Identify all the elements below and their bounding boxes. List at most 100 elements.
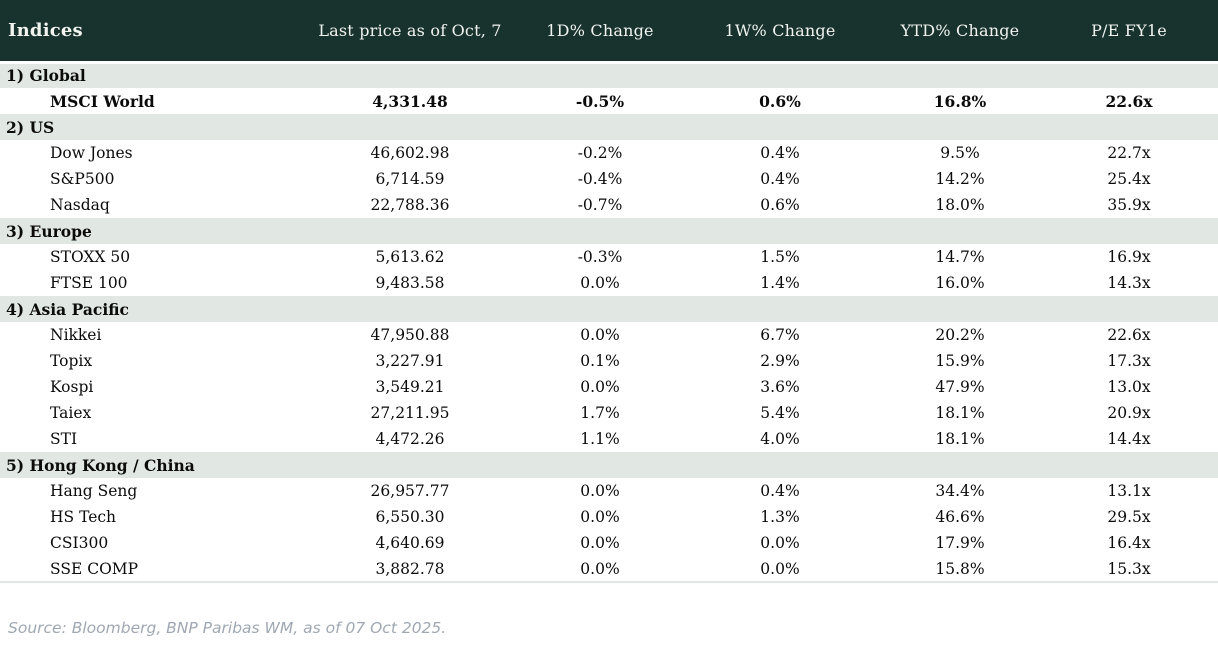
change-1d: 0.0% bbox=[520, 556, 680, 582]
col-header-1d-change: 1D% Change bbox=[520, 0, 680, 64]
change-ytd: 47.9% bbox=[880, 374, 1040, 400]
change-ytd: 17.9% bbox=[880, 530, 1040, 556]
index-name: Kospi bbox=[0, 374, 300, 400]
change-1d: -0.7% bbox=[520, 192, 680, 218]
last-price: 22,788.36 bbox=[300, 192, 520, 218]
change-1w: 6.7% bbox=[680, 322, 880, 348]
change-1d: 0.0% bbox=[520, 322, 680, 348]
change-1d: 0.0% bbox=[520, 478, 680, 504]
pe-fy1e: 16.4x bbox=[1040, 530, 1218, 556]
index-name: Nikkei bbox=[0, 322, 300, 348]
last-price: 6,714.59 bbox=[300, 166, 520, 192]
change-1d: 0.0% bbox=[520, 374, 680, 400]
change-1d: 1.1% bbox=[520, 426, 680, 452]
pe-fy1e: 20.9x bbox=[1040, 400, 1218, 426]
change-1d: 0.0% bbox=[520, 270, 680, 296]
index-row: CSI300 4,640.69 0.0% 0.0% 17.9% 16.4x bbox=[0, 530, 1218, 556]
index-name: Nasdaq bbox=[0, 192, 300, 218]
index-name: STI bbox=[0, 426, 300, 452]
change-1w: 1.4% bbox=[680, 270, 880, 296]
table-header-row: Indices Last price as of Oct, 7 1D% Chan… bbox=[0, 0, 1218, 64]
change-1d: -0.5% bbox=[520, 88, 680, 114]
col-header-pe-fy1e: P/E FY1e bbox=[1040, 0, 1218, 64]
last-price: 4,472.26 bbox=[300, 426, 520, 452]
section-row: 1) Global bbox=[0, 62, 1218, 88]
source-note: Source: Bloomberg, BNP Paribas WM, as of… bbox=[8, 619, 447, 637]
change-ytd: 15.8% bbox=[880, 556, 1040, 582]
last-price: 6,550.30 bbox=[300, 504, 520, 530]
pe-fy1e: 29.5x bbox=[1040, 504, 1218, 530]
change-ytd: 14.2% bbox=[880, 166, 1040, 192]
change-1w: 0.4% bbox=[680, 140, 880, 166]
change-1w: 4.0% bbox=[680, 426, 880, 452]
pe-fy1e: 16.9x bbox=[1040, 244, 1218, 270]
last-price: 4,331.48 bbox=[300, 88, 520, 114]
change-1w: 0.4% bbox=[680, 478, 880, 504]
change-1w: 0.4% bbox=[680, 166, 880, 192]
index-row: Hang Seng 26,957.77 0.0% 0.4% 34.4% 13.1x bbox=[0, 478, 1218, 504]
pe-fy1e: 17.3x bbox=[1040, 348, 1218, 374]
col-header-ytd-change: YTD% Change bbox=[880, 0, 1040, 64]
pe-fy1e: 22.6x bbox=[1040, 88, 1218, 114]
index-name: Taiex bbox=[0, 400, 300, 426]
change-1w: 3.6% bbox=[680, 374, 880, 400]
change-ytd: 18.1% bbox=[880, 426, 1040, 452]
last-price: 26,957.77 bbox=[300, 478, 520, 504]
section-label: 4) Asia Pacific bbox=[0, 296, 1218, 322]
change-1w: 1.3% bbox=[680, 504, 880, 530]
change-ytd: 16.0% bbox=[880, 270, 1040, 296]
col-header-1w-change: 1W% Change bbox=[680, 0, 880, 64]
change-1d: -0.3% bbox=[520, 244, 680, 270]
section-label: 1) Global bbox=[0, 62, 1218, 88]
last-price: 3,882.78 bbox=[300, 556, 520, 582]
col-header-indices: Indices bbox=[0, 0, 300, 64]
pe-fy1e: 14.3x bbox=[1040, 270, 1218, 296]
index-row: MSCI World 4,331.48 -0.5% 0.6% 16.8% 22.6x bbox=[0, 88, 1218, 114]
index-name: Hang Seng bbox=[0, 478, 300, 504]
change-1w: 2.9% bbox=[680, 348, 880, 374]
index-row: Dow Jones 46,602.98 -0.2% 0.4% 9.5% 22.7x bbox=[0, 140, 1218, 166]
index-row: FTSE 100 9,483.58 0.0% 1.4% 16.0% 14.3x bbox=[0, 270, 1218, 296]
change-1d: -0.4% bbox=[520, 166, 680, 192]
pe-fy1e: 13.0x bbox=[1040, 374, 1218, 400]
section-row: 5) Hong Kong / China bbox=[0, 452, 1218, 478]
change-1w: 1.5% bbox=[680, 244, 880, 270]
pe-fy1e: 14.4x bbox=[1040, 426, 1218, 452]
last-price: 47,950.88 bbox=[300, 322, 520, 348]
change-ytd: 16.8% bbox=[880, 88, 1040, 114]
index-row: Nasdaq 22,788.36 -0.7% 0.6% 18.0% 35.9x bbox=[0, 192, 1218, 218]
pe-fy1e: 13.1x bbox=[1040, 478, 1218, 504]
index-row: STOXX 50 5,613.62 -0.3% 1.5% 14.7% 16.9x bbox=[0, 244, 1218, 270]
last-price: 3,549.21 bbox=[300, 374, 520, 400]
section-label: 3) Europe bbox=[0, 218, 1218, 244]
index-row: STI 4,472.26 1.1% 4.0% 18.1% 14.4x bbox=[0, 426, 1218, 452]
last-price: 9,483.58 bbox=[300, 270, 520, 296]
pe-fy1e: 35.9x bbox=[1040, 192, 1218, 218]
index-name: FTSE 100 bbox=[0, 270, 300, 296]
section-row: 3) Europe bbox=[0, 218, 1218, 244]
change-1w: 0.6% bbox=[680, 192, 880, 218]
pe-fy1e: 22.6x bbox=[1040, 322, 1218, 348]
index-name: MSCI World bbox=[0, 88, 300, 114]
change-1w: 0.0% bbox=[680, 530, 880, 556]
index-row: S&P500 6,714.59 -0.4% 0.4% 14.2% 25.4x bbox=[0, 166, 1218, 192]
index-row: Taiex 27,211.95 1.7% 5.4% 18.1% 20.9x bbox=[0, 400, 1218, 426]
pe-fy1e: 22.7x bbox=[1040, 140, 1218, 166]
change-ytd: 34.4% bbox=[880, 478, 1040, 504]
last-price: 46,602.98 bbox=[300, 140, 520, 166]
index-row: SSE COMP 3,882.78 0.0% 0.0% 15.8% 15.3x bbox=[0, 556, 1218, 582]
change-ytd: 15.9% bbox=[880, 348, 1040, 374]
change-ytd: 18.0% bbox=[880, 192, 1040, 218]
index-row: Nikkei 47,950.88 0.0% 6.7% 20.2% 22.6x bbox=[0, 322, 1218, 348]
index-name: HS Tech bbox=[0, 504, 300, 530]
change-1d: 0.0% bbox=[520, 530, 680, 556]
section-row: 2) US bbox=[0, 114, 1218, 140]
index-row: Topix 3,227.91 0.1% 2.9% 15.9% 17.3x bbox=[0, 348, 1218, 374]
index-name: Topix bbox=[0, 348, 300, 374]
pe-fy1e: 25.4x bbox=[1040, 166, 1218, 192]
section-label: 2) US bbox=[0, 114, 1218, 140]
change-1w: 0.0% bbox=[680, 556, 880, 582]
change-ytd: 20.2% bbox=[880, 322, 1040, 348]
index-name: SSE COMP bbox=[0, 556, 300, 582]
